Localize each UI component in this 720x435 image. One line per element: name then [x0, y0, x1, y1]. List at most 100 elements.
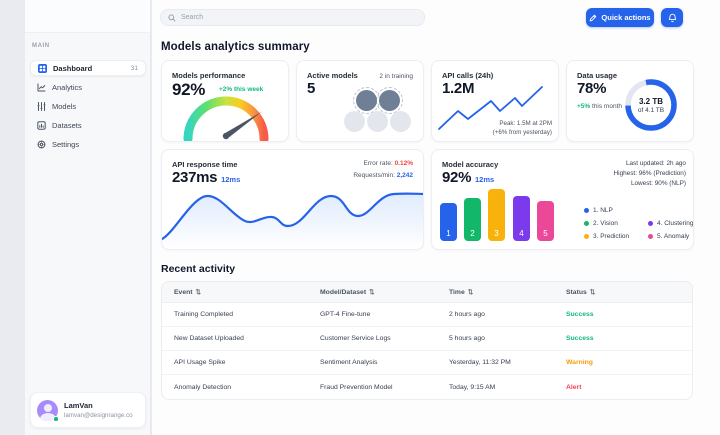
sidebar-item-datasets[interactable]: Datasets — [30, 117, 146, 133]
card-delta: 12ms — [475, 175, 495, 184]
requests-per-min: Requests/min: 2,242 — [353, 172, 413, 179]
cell-status: Warning — [566, 359, 593, 366]
sidebar-item-analytics[interactable]: Analytics — [30, 79, 146, 95]
sidebar-item-label: Models — [52, 101, 77, 111]
cell-time: 5 hours ago — [449, 335, 485, 342]
cell-event: API Usage Spike — [174, 359, 226, 366]
notifications-button[interactable] — [661, 8, 683, 27]
bell-icon — [668, 13, 677, 23]
cell-event: New Dataset Uploaded — [174, 335, 244, 342]
accuracy-bar-chart: 1 2 3 4 5 — [432, 150, 693, 249]
card-data-usage: Data usage 78% +5% this month 3.2 TB of … — [566, 60, 694, 142]
cell-event: Training Completed — [174, 311, 234, 318]
table-header: Event ⇅ Model/Dataset ⇅ Time ⇅ Status ⇅ — [162, 282, 692, 303]
datasets-chart-icon — [37, 120, 46, 130]
sidebar-item-label: Settings — [52, 139, 80, 149]
search-input[interactable]: Search — [160, 9, 425, 26]
search-icon — [168, 13, 176, 22]
api-calls-line-chart — [438, 86, 543, 130]
sidebar-item-badge: 31 — [130, 64, 138, 72]
cell-event: Anomaly Detection — [174, 383, 232, 391]
sidebar-item-dashboard[interactable]: Dashboard 31 — [30, 60, 146, 76]
column-header-status[interactable]: Status ⇅ — [566, 288, 596, 297]
response-time-area-chart — [162, 192, 423, 249]
settings-gear-icon — [37, 140, 46, 149]
sidebar-section-label: MAIN — [32, 43, 50, 49]
avatar — [37, 400, 58, 421]
sidebar-nav: Dashboard 31 Analytics Models Datasets — [30, 60, 146, 155]
donut-center-value: 3.2 TB — [638, 96, 663, 106]
donut-center-caption: of 4.1 TB — [637, 106, 665, 114]
legend-item: 2. Vision — [584, 220, 648, 227]
table-row[interactable]: API Usage Spike Sentiment Analysis Yeste… — [162, 351, 692, 375]
sort-icon: ⇅ — [195, 289, 201, 296]
bar-5: 5 — [537, 201, 554, 241]
cell-status: Alert — [566, 383, 582, 391]
sidebar-item-label: Datasets — [52, 120, 82, 130]
models-sliders-icon — [37, 101, 46, 111]
online-status-dot — [53, 416, 59, 422]
recent-activity-title: Recent activity — [161, 263, 236, 275]
search-placeholder: Search — [181, 14, 204, 21]
card-delta: +2% this week — [219, 86, 264, 93]
user-profile-card[interactable]: LamVan lamvan@designrange.co — [30, 392, 146, 428]
bar-4: 4 — [513, 196, 530, 241]
model-circle-training — [378, 89, 400, 111]
card-title: API response time — [172, 160, 238, 169]
table-row[interactable]: New Dataset Uploaded Customer Service Lo… — [162, 327, 692, 351]
cell-model: GPT-4 Fine-tune — [320, 311, 371, 318]
accuracy-meta: Last updated: 2h ago Highest: 96% (Predi… — [613, 160, 686, 187]
card-title: API calls (24h) — [442, 71, 494, 80]
card-active-models: Active models 5 2 in training — [296, 60, 424, 142]
error-rate: Error rate: 0.12% — [363, 160, 414, 167]
main-content: Search Quick actions Models analytics su… — [152, 0, 720, 435]
pen-icon — [589, 14, 597, 22]
quick-actions-button[interactable]: Quick actions — [586, 8, 654, 27]
card-value: 92% — [172, 80, 206, 99]
column-header-time[interactable]: Time ⇅ — [449, 288, 474, 297]
card-delta: +5% this month — [577, 103, 622, 110]
card-value: 92% 12ms — [442, 169, 495, 186]
peak-note-line1: Peak: 1.5M at 2PM — [499, 120, 552, 127]
cell-time: Yesterday, 11:32 PM — [449, 359, 511, 366]
cell-time: 2 hours ago — [449, 311, 485, 318]
sidebar-item-label: Dashboard — [53, 63, 93, 73]
data-usage-donut: 3.2 TB of 4.1 TB — [623, 77, 679, 133]
model-circle-idle — [390, 111, 411, 132]
sidebar-item-models[interactable]: Models — [30, 98, 146, 114]
column-header-event[interactable]: Event ⇅ — [174, 288, 201, 297]
card-value: 1.2M — [442, 80, 475, 97]
card-model-accuracy: Model accuracy 92% 12ms Last updated: 2h… — [431, 149, 694, 250]
bar-1: 1 — [440, 203, 457, 241]
table-row[interactable]: Anomaly Detection Fraud Prevention Model… — [162, 375, 692, 399]
cell-model: Sentiment Analysis — [320, 359, 378, 366]
card-title: Models performance — [172, 71, 246, 80]
user-name: LamVan — [64, 401, 93, 410]
table-row[interactable]: Training Completed GPT-4 Fine-tune 2 hou… — [162, 303, 692, 327]
sidebar-logo-area — [25, 0, 150, 33]
cell-model: Customer Service Logs — [320, 335, 391, 342]
sidebar-item-settings[interactable]: Settings — [30, 136, 146, 152]
legend-item: 3. Prediction — [584, 233, 648, 240]
legend-item: 1. NLP — [584, 207, 648, 214]
model-circle-idle — [367, 111, 388, 132]
card-value: 78% — [577, 80, 607, 97]
sidebar: MAIN Dashboard 31 Analytics Models — [25, 0, 151, 435]
card-note: 2 in training — [379, 73, 413, 80]
card-api-calls: API calls (24h) 1.2M Peak: 1.5M at 2PM (… — [431, 60, 559, 142]
card-title: Active models — [307, 71, 358, 80]
peak-note-line2: (+6% from yesterday) — [492, 129, 552, 136]
card-delta: 12ms — [221, 175, 241, 184]
sort-icon: ⇅ — [589, 289, 596, 296]
recent-activity-table: Event ⇅ Model/Dataset ⇅ Time ⇅ Status ⇅ Trai… — [161, 281, 693, 400]
card-api-response-time: API response time 237ms 12ms Error rate:… — [161, 149, 424, 250]
bar-3: 3 — [488, 189, 505, 241]
card-value: 5 — [307, 80, 316, 97]
cell-status: Success — [566, 311, 594, 318]
cell-model: Fraud Prevention Model — [320, 383, 393, 391]
analytics-chart-icon — [37, 83, 46, 92]
column-header-model[interactable]: Model/Dataset ⇅ — [320, 288, 375, 297]
quick-actions-label: Quick actions — [601, 13, 651, 22]
legend-item: 5. Anomaly — [648, 233, 689, 240]
